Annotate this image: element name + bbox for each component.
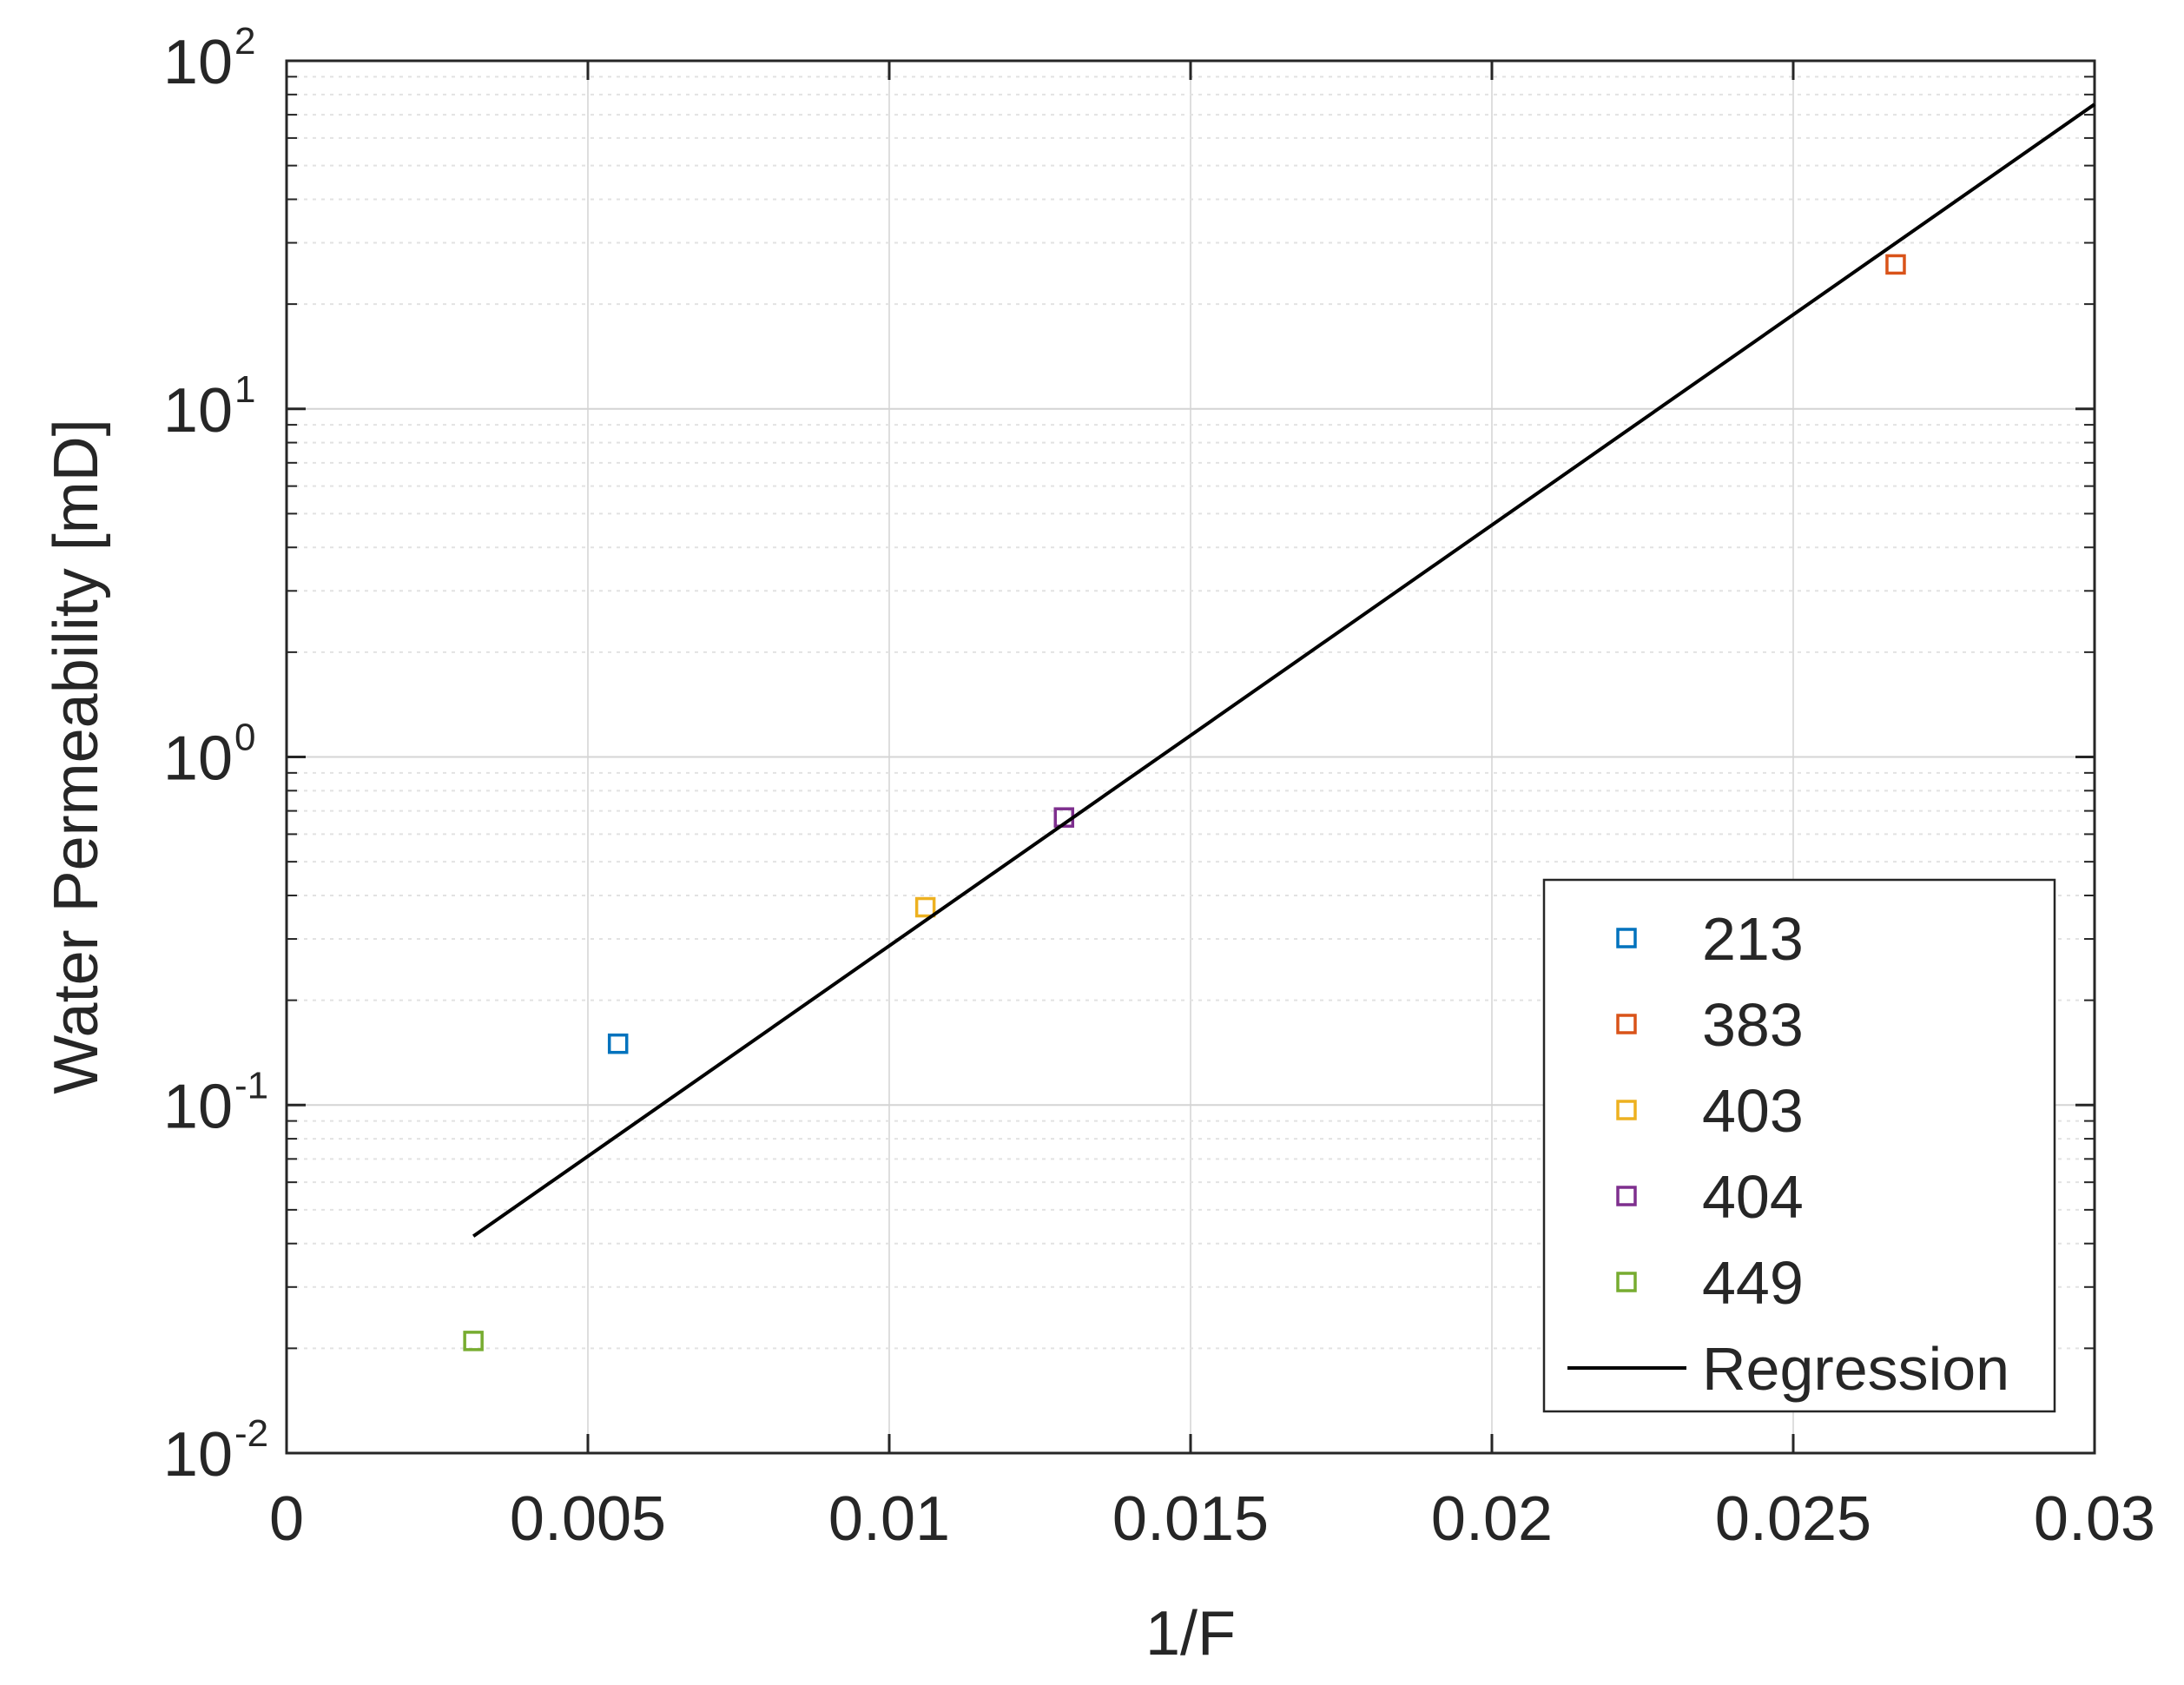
y-tick-label-exponent: -1 [234, 1064, 268, 1107]
x-tick-labels: 0 0.005 0.01 0.015 0.02 0.025 0.03 [269, 1484, 2155, 1554]
data-point-383 [1885, 254, 1906, 275]
y-tick-label-base: 10 [163, 1420, 233, 1490]
legend-marker-icon [1616, 928, 1637, 948]
legend-marker-icon [1616, 1272, 1637, 1292]
x-tick-label: 0.005 [510, 1484, 666, 1554]
y-tick-label: 10 -1 [163, 1064, 268, 1141]
data-series [463, 102, 2096, 1351]
legend-label: 383 [1702, 991, 1804, 1059]
data-point-403 [914, 896, 936, 918]
data-point-213 [607, 1033, 629, 1054]
legend-label: 449 [1702, 1249, 1804, 1317]
legend: 213 383 403 404 449 Regression [1542, 878, 2056, 1413]
data-point-449 [463, 1331, 484, 1351]
axis-ticks [285, 59, 2096, 1455]
x-tick-label: 0.015 [1112, 1484, 1269, 1554]
y-tick-label-base: 10 [163, 28, 233, 97]
y-tick-label: 10 0 [163, 717, 256, 794]
legend-marker-icon [1616, 1014, 1637, 1034]
x-tick-label: 0 [269, 1484, 304, 1554]
y-tick-label: 10 1 [163, 368, 256, 446]
legend-marker-icon [1616, 1100, 1637, 1120]
y-tick-label-exponent: -2 [234, 1412, 268, 1455]
legend-label: 404 [1702, 1163, 1804, 1231]
legend-label: 403 [1702, 1077, 1804, 1145]
x-tick-label: 0.025 [1715, 1484, 1871, 1554]
y-tick-label-exponent: 2 [234, 20, 255, 63]
y-tick-label-base: 10 [163, 724, 233, 794]
y-tick-label: 10 2 [163, 20, 256, 97]
y-axis-label: Water Permeability [mD] [42, 419, 111, 1094]
y-tick-label-base: 10 [163, 1072, 233, 1141]
y-tick-label-exponent: 0 [234, 717, 255, 759]
legend-box [1542, 878, 2056, 1413]
y-tick-label: 10 -2 [163, 1412, 268, 1490]
x-tick-label: 0.02 [1431, 1484, 1553, 1554]
y-tick-label-exponent: 1 [234, 368, 255, 411]
legend-label: 213 [1702, 905, 1804, 973]
y-tick-label-base: 10 [163, 376, 233, 446]
legend-marker-icon [1616, 1186, 1637, 1206]
x-tick-label: 0.01 [828, 1484, 950, 1554]
x-axis-label: 1/F [1145, 1599, 1236, 1668]
x-tick-label: 0.03 [2034, 1484, 2155, 1554]
legend-label: Regression [1702, 1335, 2009, 1403]
regression-line [472, 102, 2096, 1238]
